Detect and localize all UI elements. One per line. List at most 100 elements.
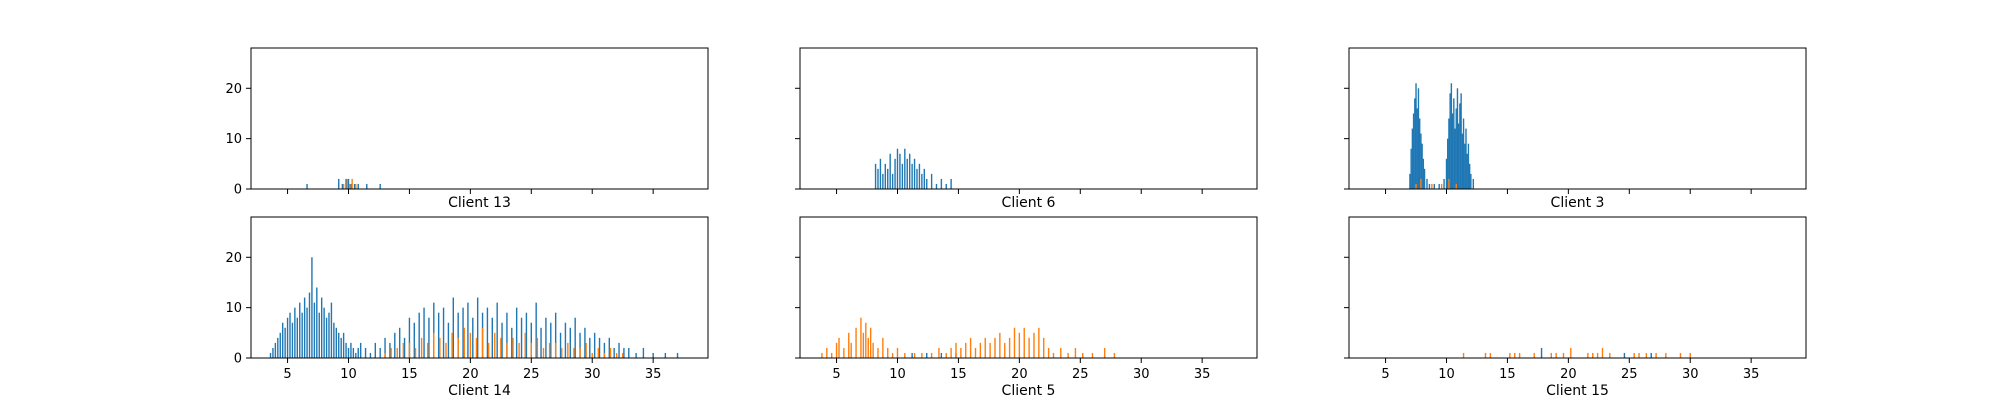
histogram-bar <box>1455 183 1457 189</box>
histogram-bar <box>830 352 833 358</box>
histogram-bar <box>320 297 323 358</box>
histogram-bar <box>294 307 296 358</box>
histogram-bar <box>345 342 347 358</box>
histogram-bar <box>1443 178 1445 189</box>
histogram-bar <box>1013 327 1016 358</box>
panel-label: Client 5 <box>1002 383 1056 399</box>
x-tick-label: 15 <box>401 367 418 382</box>
histogram-bar <box>1043 337 1045 358</box>
histogram-bar <box>1638 352 1640 358</box>
histogram-bar <box>1461 133 1464 189</box>
histogram-panel: Client 6 <box>795 47 1258 211</box>
histogram-bar <box>1418 118 1421 189</box>
histogram-bar <box>355 352 357 358</box>
histogram-bar <box>921 173 923 189</box>
histogram-bar <box>447 322 450 358</box>
histogram-bar <box>882 173 884 189</box>
x-tick-label: 15 <box>1499 367 1516 382</box>
histogram-bar <box>1514 352 1516 358</box>
x-tick-label: 30 <box>1133 367 1150 382</box>
histogram-bar <box>512 337 514 358</box>
histogram-bar <box>609 347 612 358</box>
histogram-bar <box>867 337 869 358</box>
histogram-bar <box>427 342 429 358</box>
histogram-bar <box>506 342 508 358</box>
histogram-bar <box>862 332 865 358</box>
histogram-bar <box>882 337 884 358</box>
x-tick-label: 10 <box>1438 367 1455 382</box>
histogram-bar <box>390 347 392 358</box>
histogram-bar <box>926 352 928 358</box>
histogram-bar <box>445 342 447 358</box>
histogram-bar <box>1679 352 1682 358</box>
histogram-series <box>1415 178 1457 189</box>
histogram-bar <box>1555 352 1557 358</box>
histogram-bar <box>554 342 557 358</box>
histogram-bar <box>1033 332 1035 358</box>
histogram-bar <box>569 327 571 358</box>
histogram-bar <box>676 352 679 358</box>
histogram-bar <box>889 153 891 189</box>
histogram-bar <box>906 158 908 189</box>
histogram-bar <box>887 168 889 189</box>
histogram-bar <box>584 327 586 358</box>
histogram-bar <box>1428 183 1431 189</box>
histogram-bar <box>1454 128 1456 189</box>
histogram-bar <box>945 352 947 358</box>
histogram-bar <box>281 322 284 358</box>
histogram-bar <box>338 332 340 358</box>
histogram-bar <box>501 322 503 358</box>
histogram-bar <box>615 352 618 358</box>
histogram-bar <box>289 312 291 358</box>
histogram-bar <box>623 347 625 358</box>
histogram-bar <box>621 352 624 358</box>
panel-label: Client 14 <box>448 383 511 399</box>
histogram-bar <box>1052 352 1055 358</box>
histogram-bar <box>1467 143 1470 189</box>
histogram-bar <box>891 352 894 358</box>
histogram-bar <box>1587 352 1589 358</box>
histogram-series <box>342 178 357 189</box>
histogram-series <box>269 257 679 358</box>
histogram-series <box>874 148 952 189</box>
histogram-bar <box>272 347 274 358</box>
histogram-bar <box>311 257 313 358</box>
histogram-bar <box>506 312 508 358</box>
histogram-bar <box>536 337 539 358</box>
x-tick-label: 15 <box>950 367 967 382</box>
histogram-series <box>1462 347 1691 358</box>
histogram-bar <box>408 342 411 358</box>
histogram-bar <box>960 347 962 358</box>
histogram-bar <box>994 337 996 358</box>
histogram-bar <box>652 352 654 358</box>
histogram-bar <box>1420 133 1422 189</box>
histogram-bar <box>1028 337 1030 358</box>
x-tick-label: 5 <box>832 367 840 382</box>
x-tick-label: 25 <box>1621 367 1638 382</box>
histogram-bar <box>463 327 465 358</box>
histogram-bar <box>1465 128 1467 189</box>
histogram-bar <box>911 163 913 189</box>
histogram-bar <box>1433 183 1436 189</box>
x-tick-label: 25 <box>1072 367 1089 382</box>
histogram-bar <box>618 342 620 358</box>
histogram-bar <box>843 347 845 358</box>
x-tick-label: 5 <box>283 367 291 382</box>
histogram-bar <box>515 307 518 358</box>
histogram-bar <box>984 337 986 358</box>
x-tick-label: 30 <box>1682 367 1699 382</box>
histogram-bar <box>352 347 355 358</box>
histogram-bar <box>642 347 645 358</box>
histogram-bar <box>457 312 459 358</box>
x-tick-label: 10 <box>340 367 357 382</box>
histogram-bar <box>1448 178 1450 189</box>
histogram-bar <box>328 312 330 358</box>
histogram-bar <box>974 347 977 358</box>
histogram-bar <box>384 352 386 358</box>
x-tick-label: 20 <box>1560 367 1577 382</box>
histogram-bar <box>1459 103 1461 189</box>
x-tick-label: 20 <box>1011 367 1028 382</box>
histogram-bar <box>597 347 600 358</box>
histogram-bar <box>269 352 272 358</box>
